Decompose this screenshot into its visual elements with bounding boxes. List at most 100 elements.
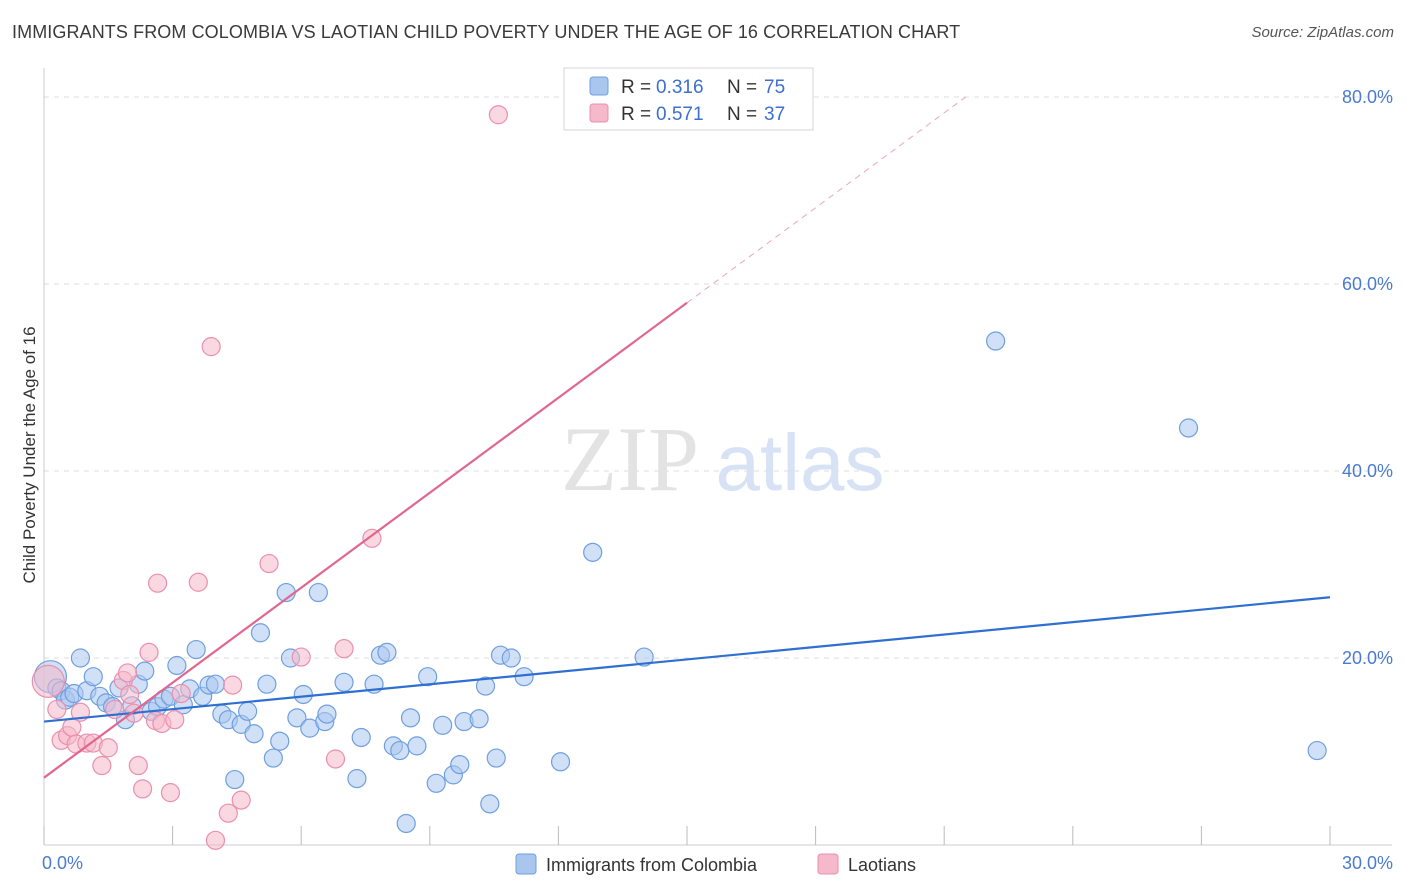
data-point [426,773,446,793]
data-point [250,623,271,643]
legend-n-value-laotians: 37 [764,104,785,125]
data-point [433,715,453,735]
legend: R = 0.316 N = 75 R = 0.571 N = 37 [563,67,814,131]
data-point [120,684,140,705]
chart-title: IMMIGRANTS FROM COLOMBIA VS LAOTIAN CHIL… [12,22,961,42]
data-point [225,769,245,790]
y-tick-label: 80.0% [1342,87,1393,107]
data-point [132,779,153,799]
x-tick-label: 0.0% [42,853,83,873]
y-tick-label: 60.0% [1342,274,1393,294]
data-point [317,704,337,724]
data-point [47,699,67,720]
data-point [244,724,264,744]
data-point [334,672,354,692]
data-point [98,738,118,758]
data-point [287,708,307,728]
watermark-atlas: atlas [716,418,885,507]
data-point [396,813,416,834]
data-point [238,701,258,721]
data-point [167,655,187,676]
tick-labels: 20.0% 40.0% 60.0% 80.0% 0.0% 30.0% [42,87,1393,873]
legend-swatch-laotians [589,103,609,123]
data-point [139,642,159,662]
data-point [117,663,138,683]
data-point [171,683,191,704]
data-point [450,754,470,775]
legend-r-value-laotians: 0.571 [656,104,704,125]
data-point [165,710,185,730]
legend-swatch-colombia [589,76,609,96]
data-point [257,674,277,694]
data-point [418,667,438,687]
data-point [469,709,489,729]
trend-line-colombia [43,596,1331,723]
data-point [83,667,103,687]
data-point [223,675,243,695]
data-point [270,731,290,751]
data-point [475,676,496,696]
data-point [293,684,313,705]
data-point [634,647,654,667]
bottom-legend-label-colombia: Immigrants from Colombia [546,855,758,875]
bottom-legend-label-laotians: Laotians [848,855,916,875]
data-point [986,331,1006,351]
legend-n-value-colombia: 75 [764,77,785,98]
y-tick-label: 40.0% [1342,461,1393,481]
data-point [147,573,168,593]
data-point [205,674,226,694]
data-point [400,708,421,728]
data-point [362,528,382,548]
data-point [325,749,346,769]
source-label: Source: ZipAtlas.com [1251,24,1394,41]
data-point [135,661,155,681]
legend-n-label-laotians: N = [727,104,757,125]
data-point [308,582,328,603]
data-point [501,648,521,668]
data-point [186,639,206,660]
data-point [218,803,238,823]
data-point [377,642,397,662]
series-colombia-points [33,331,1327,834]
trend-lines [43,96,1331,779]
data-point [347,769,367,789]
series-laotians-points [31,105,508,850]
data-point [31,664,65,698]
watermark-zip: ZIP [561,408,699,510]
data-point [351,727,371,748]
data-point [231,790,251,810]
data-point [480,794,500,814]
trend-line-laotians [43,301,688,779]
data-point [390,740,410,761]
bottom-legend: Immigrants from Colombia Laotians [515,853,916,875]
data-point [486,748,506,768]
watermark: ZIP atlas [561,408,884,510]
data-point [550,752,571,772]
bottom-legend-swatch-colombia [515,853,537,875]
data-point [263,748,283,768]
data-point [583,542,603,562]
bottom-legend-swatch-laotians [817,853,839,875]
data-point [160,783,181,803]
data-point [1178,418,1199,438]
data-point [488,105,508,125]
data-point [128,755,148,776]
trend-line-laotians-extension [686,96,966,304]
gridlines [44,96,1392,659]
y-tick-label: 20.0% [1342,648,1393,668]
y-axis-label: Child Poverty Under the Age of 16 [20,326,39,583]
legend-r-value-colombia: 0.316 [656,77,704,98]
data-point [205,830,226,850]
data-point [201,337,221,357]
data-point [334,639,354,659]
data-point [92,755,112,776]
legend-r-label-laotians: R = [621,104,651,125]
data-point [259,553,279,574]
data-point [1307,740,1327,761]
data-point [188,572,208,592]
axes [43,68,1392,846]
legend-n-label-colombia: N = [727,77,757,98]
data-point [407,736,427,756]
legend-r-label-colombia: R = [621,77,651,98]
